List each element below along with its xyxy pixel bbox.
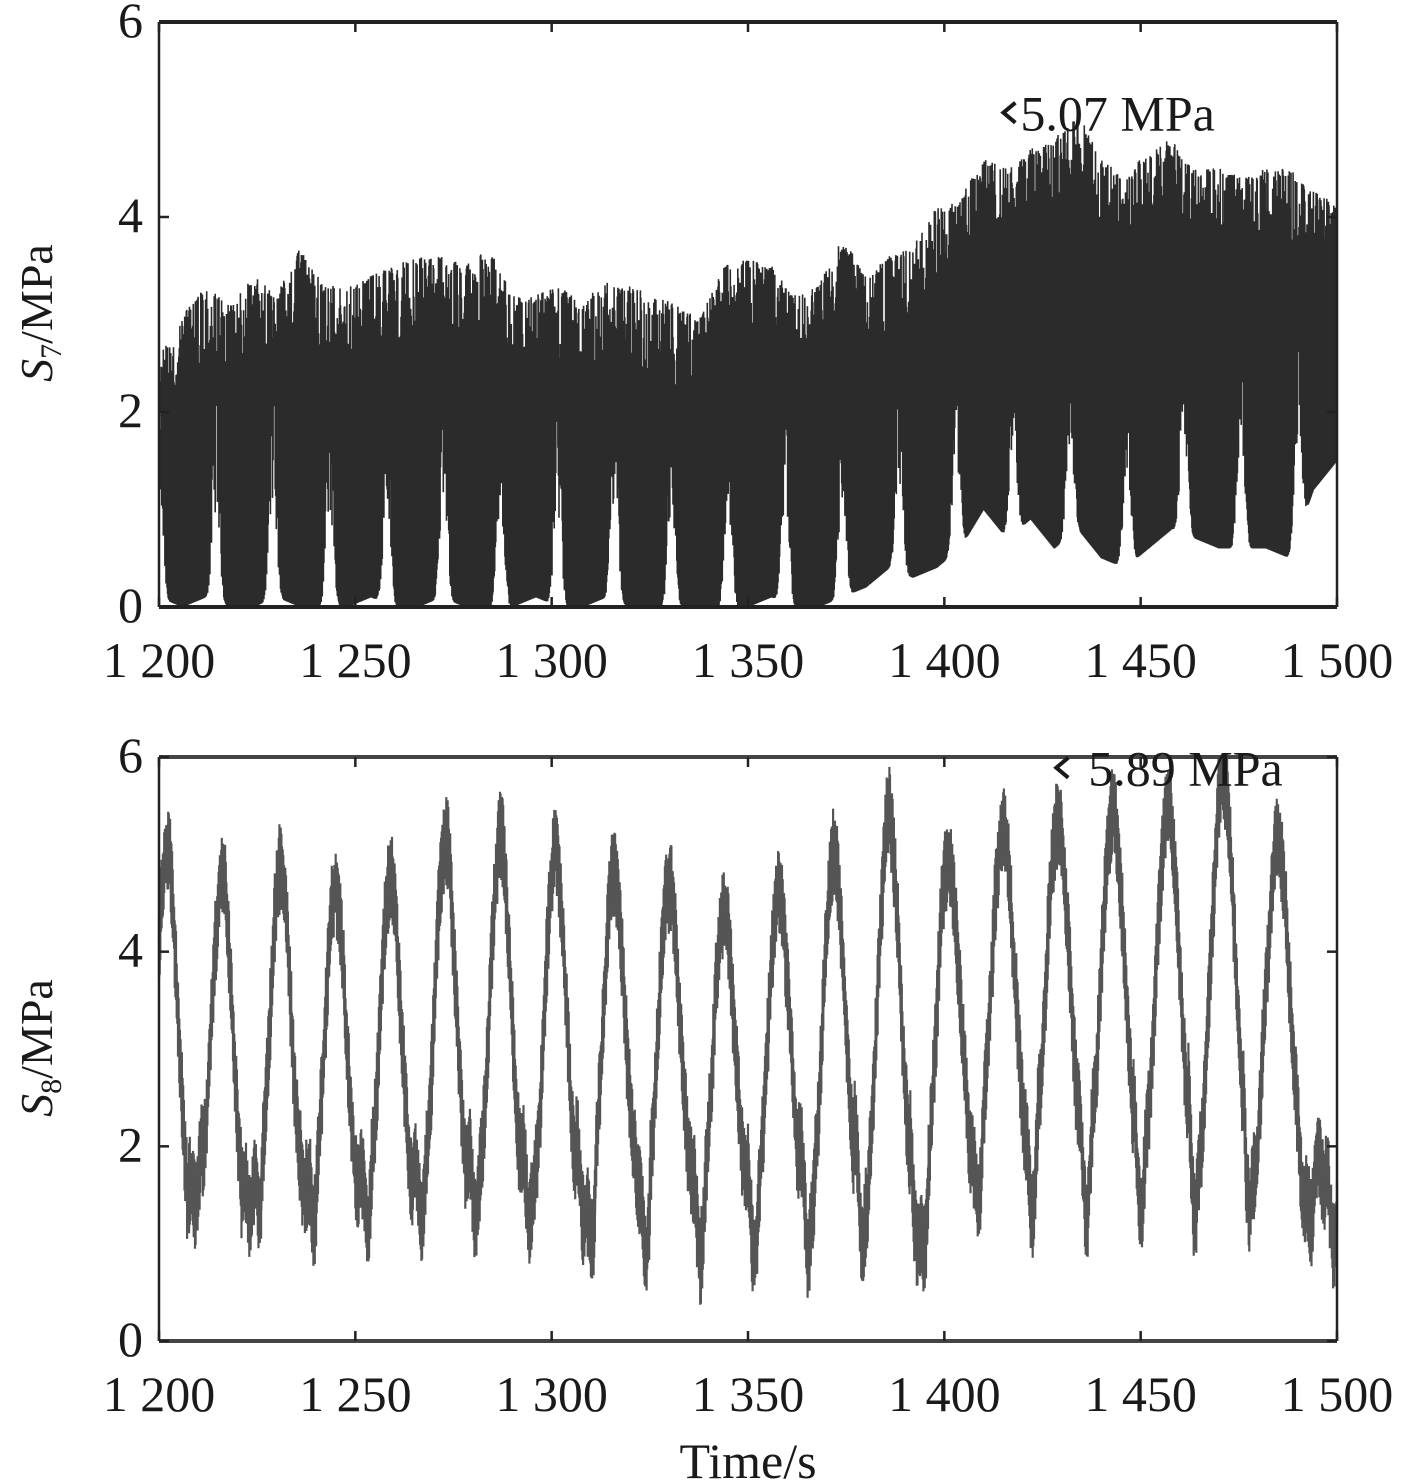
series-s7: [158, 115, 1338, 607]
series-s7-line: [158, 115, 1338, 607]
x-tick-label: 1 300: [495, 1366, 608, 1422]
x-tick-label: 1 500: [1281, 1366, 1394, 1422]
series-s8: [157, 757, 1339, 1305]
panel-bottom: 1 200 1 250 1 300 1 350 1 400 1 450 1 5000246 …: [11, 727, 1393, 1484]
annotation-max-s8: 5.89 MPa: [1053, 741, 1283, 797]
y-tick-label: 2: [118, 1116, 143, 1172]
x-tick-label: 1 350: [692, 1366, 805, 1422]
y-tick-label: 2: [118, 382, 143, 438]
x-tick-label: 1 400: [888, 632, 1001, 688]
series-s8-band: [157, 757, 1339, 1305]
x-tick-label: 1 200: [103, 1366, 216, 1422]
axes-bottom: [157, 755, 1339, 1343]
annotation-s8-max: 5.89 MPa: [1088, 741, 1282, 797]
annotation-max-s7: 5.07 MPa: [1000, 86, 1215, 142]
x-tick-label: 1 250: [299, 1366, 412, 1422]
axes-top: [157, 20, 1339, 609]
y-tick-label: 4: [118, 187, 143, 243]
x-tick-label: 1 450: [1084, 1366, 1197, 1422]
tick-labels-bottom: 1 200 1 250 1 300 1 350 1 400 1 450 1 500 0 2 4 6: [103, 727, 1394, 1422]
tick-labels-top: 1 200 1 250 1 300 1 350 1 400 1 450 1 500 0 2 4 6: [103, 0, 1394, 688]
y-tick-label: 6: [118, 727, 143, 783]
series-s8-line: [157, 770, 1339, 1262]
x-tick-label: 1 350: [692, 632, 805, 688]
annotation-s7-max: 5.07 MPa: [1020, 86, 1214, 142]
x-axis-label: Time/s: [679, 1433, 816, 1484]
x-tick-label: 1 250: [299, 632, 412, 688]
y-tick-label: 4: [118, 922, 143, 978]
arrow-left-icon: [1000, 101, 1017, 125]
y-tick-label: 0: [118, 577, 143, 633]
x-tick-label: 1 300: [495, 632, 608, 688]
y-tick-label: 0: [118, 1311, 143, 1367]
panel-top: 1 200 1 250 1 300 1 350 1 400 1 450 1 5000246 …: [11, 0, 1393, 688]
x-tick-label: 1 450: [1084, 632, 1197, 688]
y-axis-label-s7: S7/MPa: [11, 244, 68, 382]
arrow-left-icon: [1053, 756, 1070, 780]
x-tick-label: 1 500: [1281, 632, 1394, 688]
x-tick-label: 1 200: [103, 632, 216, 688]
x-tick-label: 1 400: [888, 1366, 1001, 1422]
y-tick-label: 6: [118, 0, 143, 48]
y-axis-label-s8: S8/MPa: [11, 979, 68, 1117]
